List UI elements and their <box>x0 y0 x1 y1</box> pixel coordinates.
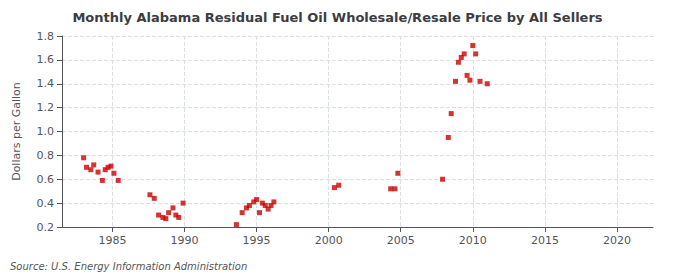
svg-text:2000: 2000 <box>315 234 343 247</box>
svg-text:0.6: 0.6 <box>37 173 55 186</box>
svg-text:Monthly Alabama Residual Fuel: Monthly Alabama Residual Fuel Oil Wholes… <box>72 10 602 25</box>
svg-text:0.8: 0.8 <box>37 149 55 162</box>
svg-text:2020: 2020 <box>603 234 631 247</box>
svg-text:2010: 2010 <box>459 234 487 247</box>
svg-text:Dollars per Gallon: Dollars per Gallon <box>10 82 23 181</box>
svg-text:1990: 1990 <box>171 234 199 247</box>
svg-text:Source: U.S. Energy Informatio: Source: U.S. Energy Information Administ… <box>10 261 247 272</box>
svg-text:1.6: 1.6 <box>37 53 55 66</box>
svg-text:1.4: 1.4 <box>37 77 55 90</box>
svg-text:0.4: 0.4 <box>37 197 55 210</box>
svg-text:2015: 2015 <box>531 234 559 247</box>
svg-text:1995: 1995 <box>243 234 271 247</box>
svg-text:2005: 2005 <box>387 234 415 247</box>
svg-text:1.8: 1.8 <box>37 30 55 43</box>
svg-text:1985: 1985 <box>98 234 126 247</box>
svg-text:1.2: 1.2 <box>37 101 55 114</box>
svg-text:0.2: 0.2 <box>37 221 55 234</box>
svg-text:1.0: 1.0 <box>37 125 55 138</box>
